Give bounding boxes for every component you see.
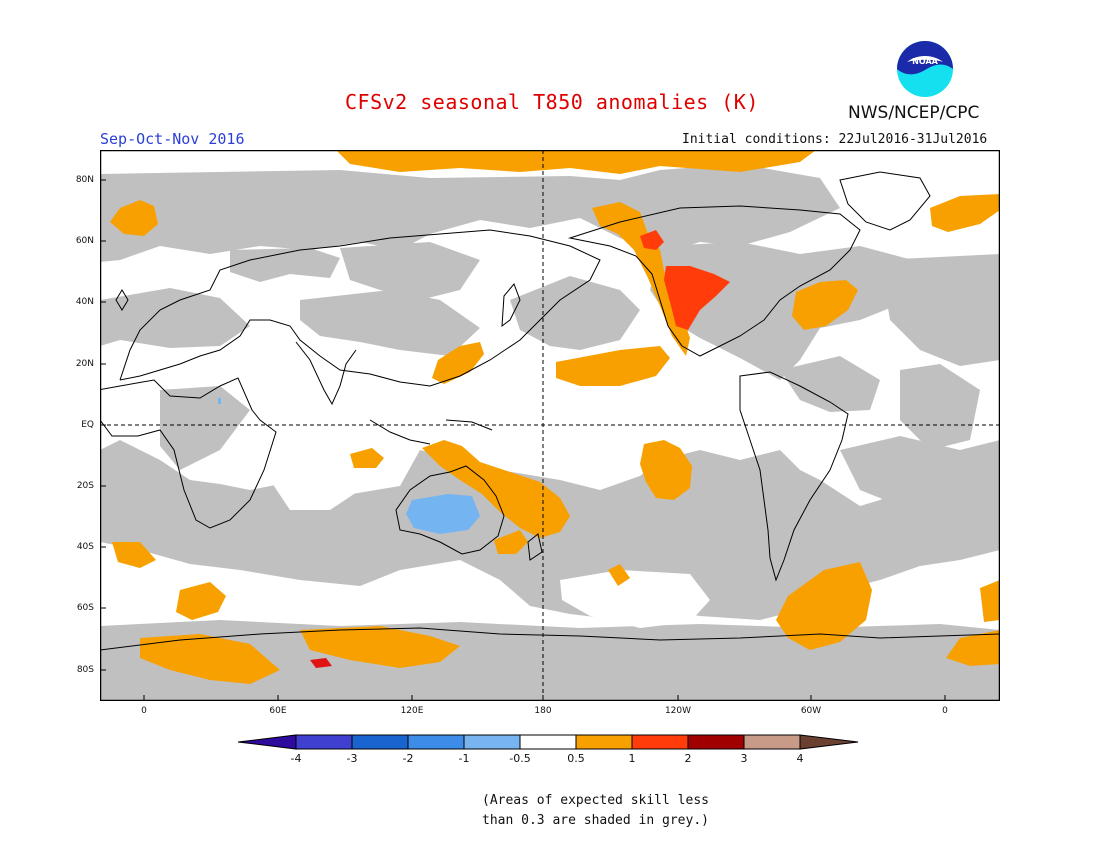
colorbar-arrow-high — [799, 734, 859, 750]
colorbar-segment — [687, 734, 745, 750]
season-label: Sep-Oct-Nov 2016 — [100, 130, 245, 148]
noaa-logo-text: NOAA — [912, 57, 938, 66]
lat-label-eq: EQ — [81, 420, 94, 430]
lat-label-80n: 80N — [75, 175, 94, 185]
lon-label-60e: 60E — [269, 706, 287, 716]
warm-anomaly-dark-red — [310, 658, 332, 668]
skillful-patches — [270, 470, 710, 628]
lon-label-0-east: 0 — [942, 706, 948, 716]
colorbar-segment — [575, 734, 633, 750]
colorbar-label: 1 — [628, 752, 636, 765]
colorbar-label: -4 — [290, 752, 302, 765]
colorbar-segment — [519, 734, 577, 750]
colorbar-label: 0.5 — [567, 752, 585, 765]
lon-label-0-west: 0 — [141, 706, 147, 716]
lat-label-20n: 20N — [75, 359, 94, 369]
lon-ticks — [143, 695, 946, 701]
lat-label-60s: 60S — [76, 603, 94, 613]
initial-conditions-label: Initial conditions: 22Jul2016-31Jul2016 — [682, 132, 988, 147]
footnote-line-2: than 0.3 are shaded in grey.) — [482, 813, 709, 828]
lat-label-40n: 40N — [75, 297, 94, 307]
colorbar-label: -0.5 — [509, 752, 531, 765]
map-title: CFSv2 seasonal T850 anomalies (K) — [345, 90, 759, 114]
anomaly-map — [100, 150, 1000, 701]
colorbar-segment — [631, 734, 689, 750]
cool-anomaly-blue — [218, 398, 480, 534]
colorbar-label: -3 — [346, 752, 358, 765]
colorbar-label: -1 — [458, 752, 470, 765]
colorbar-label: 3 — [740, 752, 748, 765]
lat-ticks — [100, 179, 106, 671]
colorbar-segment — [351, 734, 409, 750]
lon-label-180: 180 — [534, 706, 552, 716]
lon-label-120e: 120E — [400, 706, 424, 716]
colorbar-label: 4 — [796, 752, 804, 765]
lon-label-120w: 120W — [664, 706, 692, 716]
warm-anomaly-orange — [110, 150, 1000, 684]
colorbar-arrow-low — [238, 734, 297, 750]
warm-anomaly-red — [640, 230, 730, 330]
colorbar — [238, 734, 859, 750]
lat-label-60n: 60N — [75, 236, 94, 246]
lon-label-60w: 60W — [800, 706, 822, 716]
colorbar-segment — [295, 734, 353, 750]
colorbar-label: -2 — [402, 752, 414, 765]
lat-label-40s: 40S — [76, 542, 94, 552]
colorbar-segment — [743, 734, 801, 750]
agency-label: NWS/NCEP/CPC — [848, 103, 980, 123]
colorbar-segment — [463, 734, 521, 750]
lat-label-20s: 20S — [76, 481, 94, 491]
lat-label-80s: 80S — [76, 665, 94, 675]
footnote-line-1: (Areas of expected skill less — [482, 793, 709, 808]
coastlines — [100, 171, 1000, 651]
colorbar-segment — [407, 734, 465, 750]
noaa-logo: NOAA — [897, 41, 953, 97]
colorbar-label: 2 — [684, 752, 692, 765]
